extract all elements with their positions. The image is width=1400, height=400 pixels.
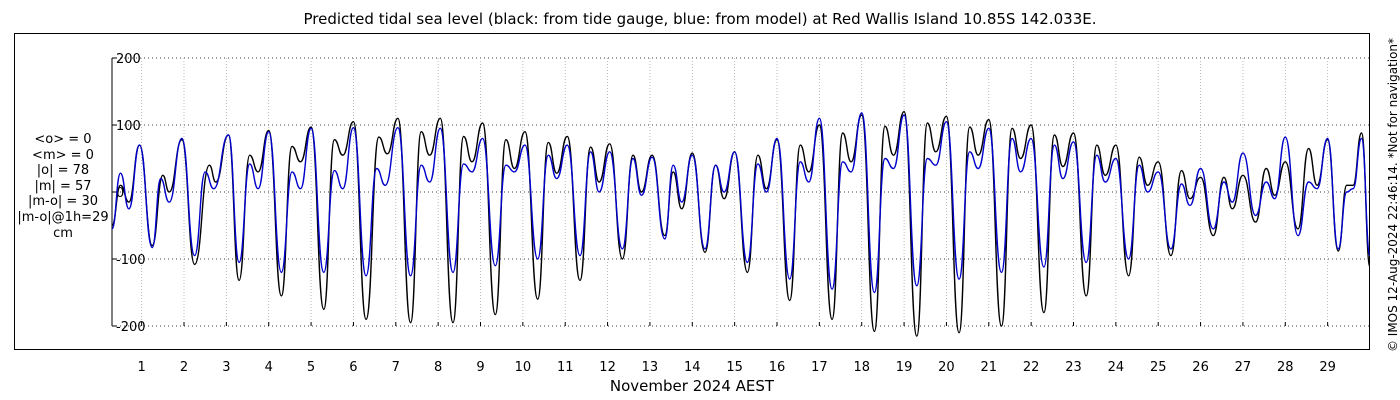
x-tick-label: 21 (981, 360, 998, 375)
x-tick-label: 11 (557, 360, 574, 375)
x-tick-label: 10 (515, 360, 532, 375)
x-tick-label: 4 (265, 360, 273, 375)
stat-unit: cm (53, 225, 73, 241)
plot-frame (14, 33, 1370, 350)
x-tick-label: 6 (349, 360, 357, 375)
x-tick-label: 28 (1277, 360, 1294, 375)
x-tick-label: 23 (1065, 360, 1082, 375)
x-tick-label: 8 (434, 360, 442, 375)
x-tick-label: 16 (769, 360, 786, 375)
credit-text: © IMOS 12-Aug-2024 22:46:14. *Not for na… (1386, 37, 1400, 353)
x-tick-label: 17 (811, 360, 828, 375)
x-tick-label: 24 (1108, 360, 1125, 375)
y-tick-label: -200 (116, 320, 146, 335)
series-line-tide-gauge (111, 110, 1371, 337)
grid (112, 57, 1370, 327)
x-tick-label: 29 (1319, 360, 1336, 375)
x-tick-label: 25 (1150, 360, 1167, 375)
x-tick-label: 3 (222, 360, 230, 375)
x-axis-label: November 2024 AEST (610, 377, 775, 395)
series-line-model (111, 112, 1371, 294)
x-tick-label: 5 (307, 360, 315, 375)
series-group (111, 110, 1371, 337)
x-tick-label: 13 (642, 360, 659, 375)
x-tick-label: 18 (853, 360, 870, 375)
x-tick-label: 20 (938, 360, 955, 375)
x-tick-label: 15 (726, 360, 743, 375)
x-tick-label: 1 (138, 360, 146, 375)
credit-notice: © IMOS 12-Aug-2024 22:46:14. *Not for na… (1385, 10, 1400, 380)
stat-abs-difference: |m-o| = 30 (27, 194, 98, 210)
y-tick-label: 200 (116, 52, 141, 67)
x-tick-label: 7 (392, 360, 400, 375)
x-tick-label: 14 (684, 360, 701, 375)
x-tick-label: 26 (1192, 360, 1209, 375)
statistics-panel: <o> = 0 <m> = 0 |o| = 78 |m| = 57 |m-o| … (14, 132, 112, 241)
x-tick-label: 9 (476, 360, 484, 375)
x-tick-label: 19 (896, 360, 913, 375)
x-tick-label: 2 (180, 360, 188, 375)
stat-abs-model: |m| = 57 (34, 178, 92, 194)
stat-mean-observed: <o> = 0 (34, 132, 92, 147)
stat-mean-model: <m> = 0 (32, 147, 94, 163)
x-tick-label: 22 (1023, 360, 1040, 375)
x-tick-label: 12 (599, 360, 616, 375)
stat-abs-observed: |o| = 78 (36, 163, 90, 179)
x-tick-label: 27 (1235, 360, 1252, 375)
y-tick-label: -100 (116, 253, 146, 268)
stat-abs-difference-1h: |m-o|@1h=29 (17, 209, 109, 225)
y-tick-label: 0 (116, 186, 124, 201)
y-tick-label: 100 (116, 119, 141, 134)
chart-title: Predicted tidal sea level (black: from t… (303, 10, 1097, 28)
